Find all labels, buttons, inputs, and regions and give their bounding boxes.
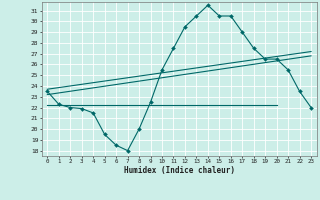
X-axis label: Humidex (Indice chaleur): Humidex (Indice chaleur) <box>124 166 235 175</box>
